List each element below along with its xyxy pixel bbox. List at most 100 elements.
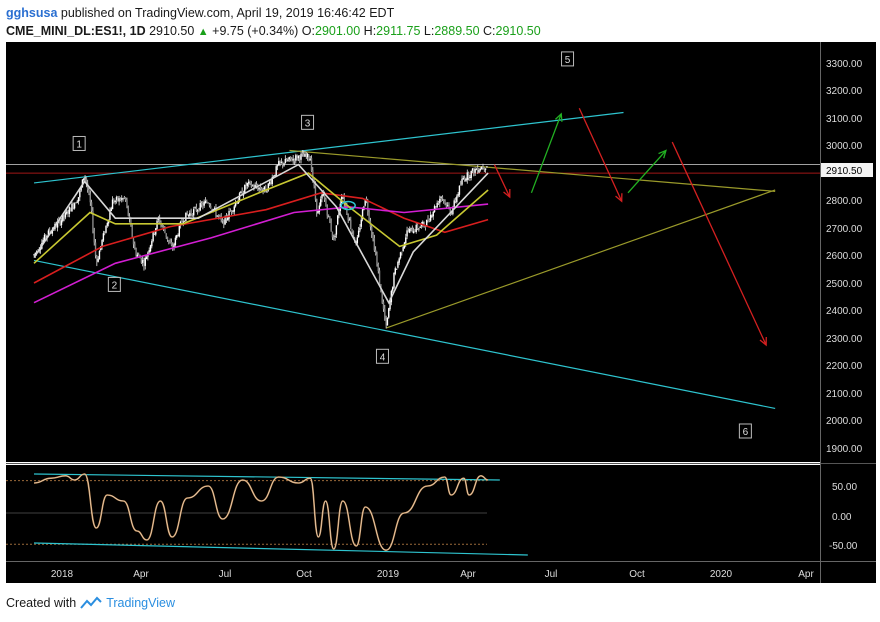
candle-body [407, 231, 410, 233]
candle-body [405, 237, 407, 244]
candle-body [448, 204, 450, 208]
candle-body [250, 183, 253, 187]
candle-body [327, 214, 330, 216]
candle-body [357, 230, 360, 237]
candle-body [418, 228, 420, 230]
candle-body [111, 199, 114, 210]
candle-body [236, 203, 238, 205]
candle-body [466, 172, 468, 180]
x-tick-label: Oct [629, 569, 645, 580]
candle-body [420, 224, 423, 227]
candle-body [83, 178, 85, 181]
candle-body [384, 308, 386, 319]
y-tick-label: 2100.00 [826, 389, 863, 400]
candle-body [473, 168, 475, 174]
candle-body [193, 209, 195, 216]
author-name[interactable]: gghsusa [6, 6, 58, 20]
candle-body [321, 194, 323, 199]
forecast-arrow [627, 150, 667, 194]
candle-body [469, 176, 471, 178]
candle-body [424, 226, 427, 228]
candle-body [318, 205, 321, 212]
price-chart[interactable]: 1 2 3 4 5 6 3300.00 3200.00 3100.00 3000.00 2… [0, 42, 880, 590]
candle-body [408, 229, 411, 233]
footer: Created with TradingView [6, 596, 175, 610]
candle-body [350, 220, 352, 229]
publish-line: gghsusa published on TradingView.com, Ap… [6, 4, 876, 22]
candle-body [436, 202, 438, 208]
candle-body [173, 244, 175, 248]
x-tick-label: 2018 [51, 569, 74, 580]
candle-body [295, 155, 297, 161]
candle-body [170, 242, 173, 246]
candle-body [296, 155, 298, 160]
candle-body [427, 218, 429, 221]
candle-body [415, 224, 417, 232]
price-axis-background [820, 42, 876, 561]
candle-body [149, 245, 152, 252]
candle-body [144, 257, 146, 266]
candle-body [158, 217, 161, 223]
candle-body [215, 207, 217, 216]
candle-body [195, 206, 198, 211]
candle-body [227, 217, 229, 221]
candle-body [439, 198, 441, 204]
candle-body [90, 202, 93, 211]
candle-body [89, 193, 92, 203]
candle-body [285, 159, 288, 162]
candle-body [168, 240, 170, 242]
candle-body [230, 210, 233, 212]
candle-body [391, 287, 394, 291]
candle-body [449, 208, 451, 214]
candle-body [457, 193, 459, 197]
y-tick-label: 3000.00 [826, 141, 863, 152]
candle-body [140, 257, 143, 263]
candle-body [105, 225, 107, 233]
candle-body [470, 170, 472, 178]
candle-body [292, 158, 294, 161]
created-with-text: Created with [6, 596, 77, 610]
wave-label: 3 [305, 118, 311, 129]
candle-body [63, 214, 65, 218]
candle-body [364, 199, 366, 206]
candle-body [456, 196, 458, 203]
wave-label: 5 [565, 55, 571, 66]
published-text: published on TradingView.com, April 19, … [60, 6, 395, 20]
candle-body [373, 237, 376, 251]
candle-body [361, 209, 364, 220]
candle-body [172, 245, 174, 249]
candle-body [228, 210, 230, 219]
forecast-arrow-head [554, 112, 563, 122]
candle-body [398, 258, 400, 263]
candle-body [123, 197, 126, 199]
candle-body [265, 185, 267, 193]
candle-body [301, 153, 304, 155]
candle-body [223, 219, 225, 226]
candle-body [317, 211, 319, 214]
candle-body [151, 241, 153, 247]
candle-body [423, 221, 425, 226]
candle-body [153, 232, 156, 234]
candle-body [196, 210, 199, 212]
candle-body [291, 159, 293, 162]
candle-body [446, 205, 449, 207]
candle-body [338, 211, 340, 216]
candle-body [189, 213, 191, 216]
candle-body [465, 178, 467, 182]
osc-tick-label: 50.00 [832, 482, 857, 493]
candle-body [62, 214, 64, 221]
candle-body [34, 252, 37, 255]
candle-body [360, 219, 362, 227]
tradingview-logo-icon[interactable] [80, 596, 102, 610]
candle-body [219, 215, 221, 217]
quote-line: CME_MINI_DL:ES1!, 1D 2910.50 ▲ +9.75 (+0… [6, 22, 876, 41]
tradingview-link[interactable]: TradingView [106, 596, 175, 610]
candle-body [234, 202, 237, 207]
candle-body [59, 219, 61, 225]
candle-body [342, 197, 344, 199]
candle-body [126, 199, 128, 207]
price-change: +9.75 (+0.34%) [212, 24, 299, 38]
candle-body [136, 254, 139, 257]
candle-body [389, 301, 391, 310]
candle-body [33, 254, 35, 256]
